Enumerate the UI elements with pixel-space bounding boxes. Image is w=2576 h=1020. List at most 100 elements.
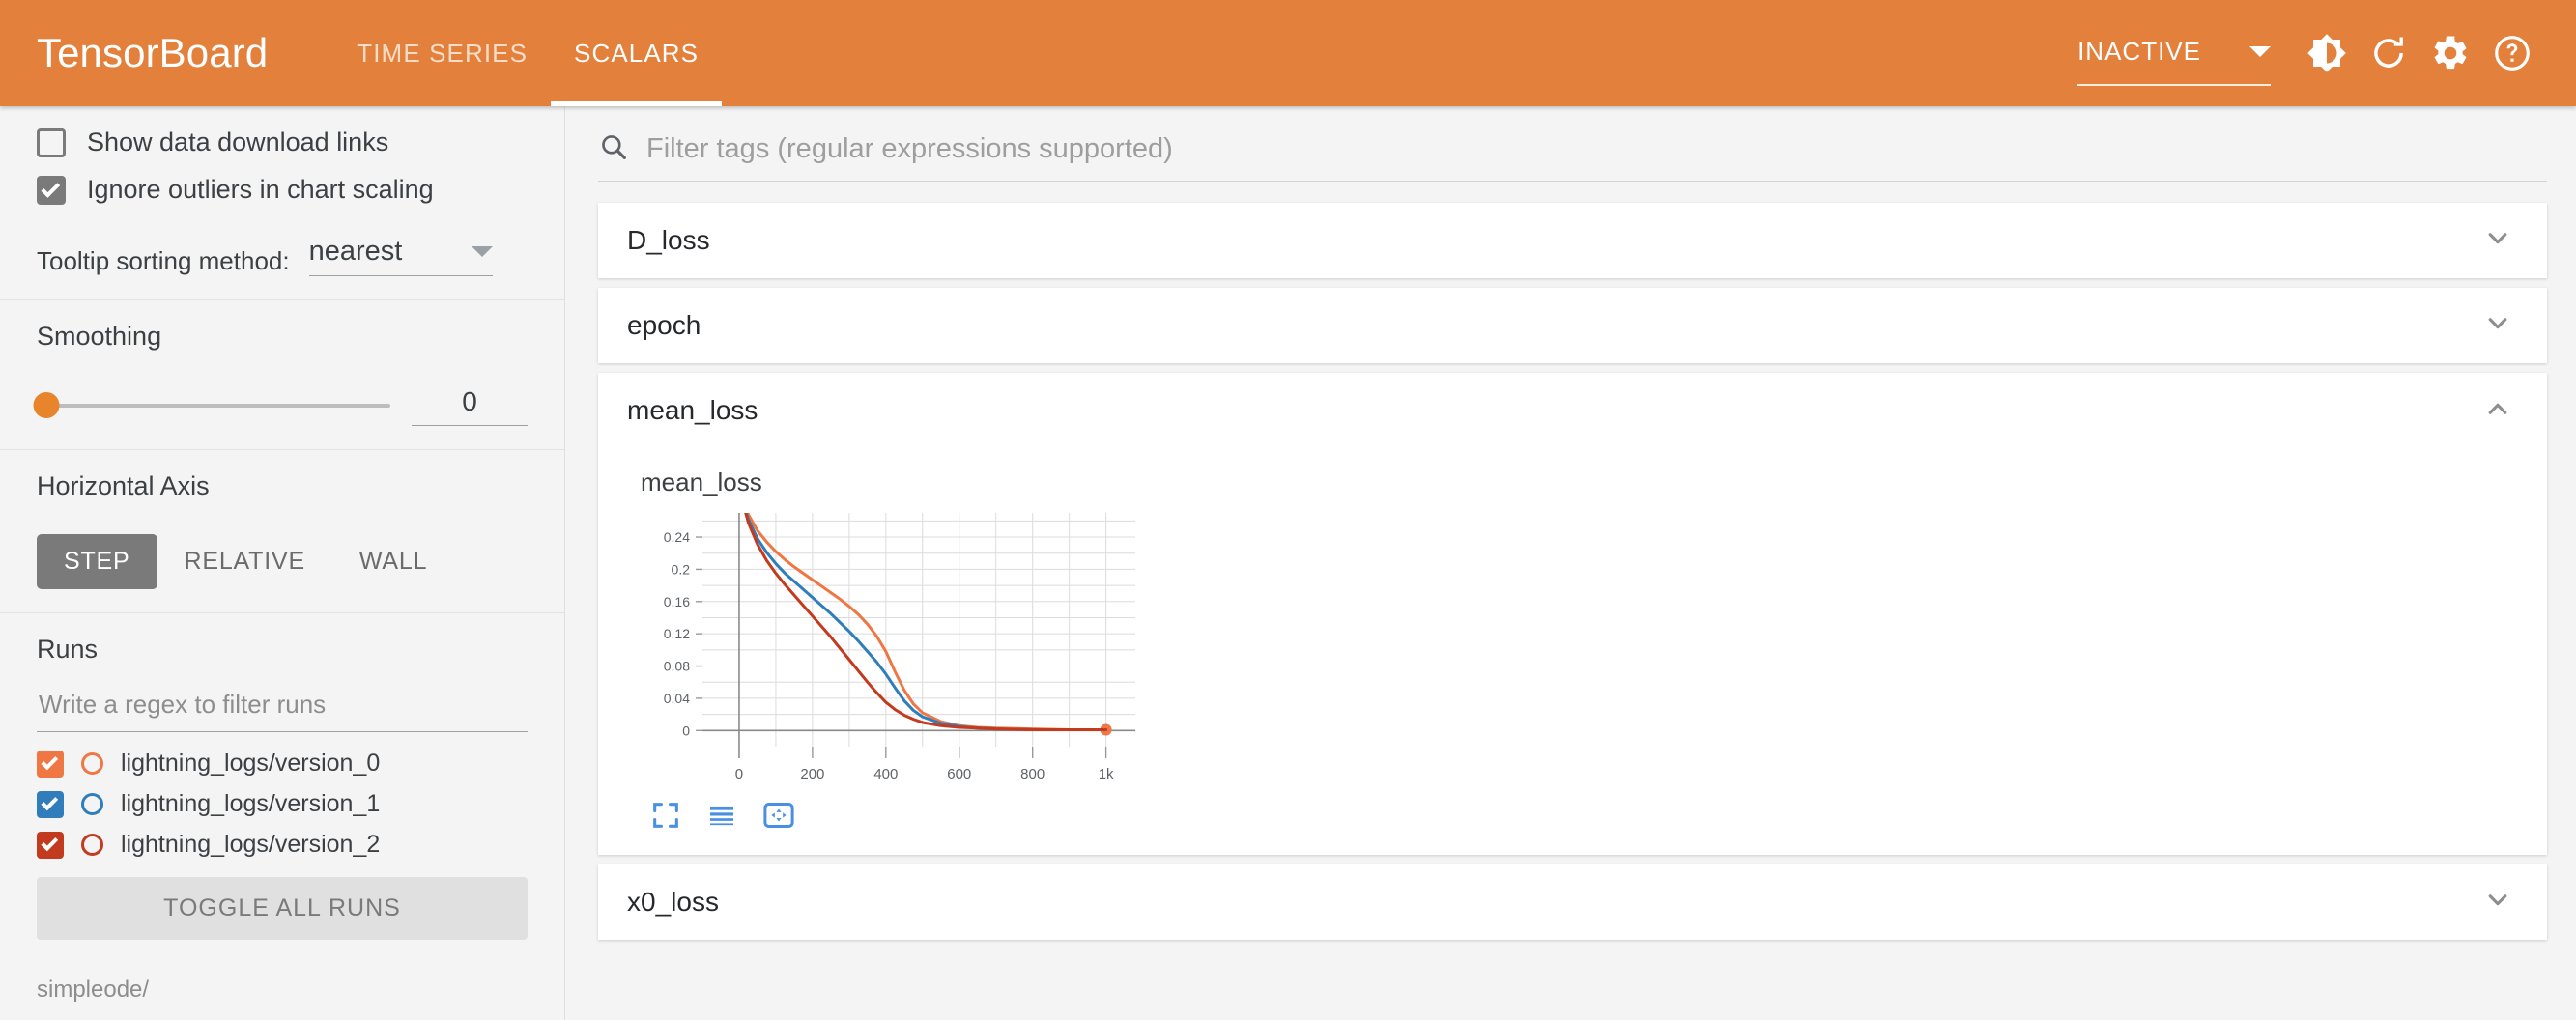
smoothing-value-input[interactable] bbox=[412, 384, 528, 426]
card-title-x0-loss: x0_loss bbox=[627, 887, 719, 917]
smoothing-title: Smoothing bbox=[37, 322, 162, 351]
slider-track bbox=[37, 403, 390, 408]
svg-text:1k: 1k bbox=[1099, 766, 1114, 782]
display-options-section: Show data download links Ignore outliers… bbox=[0, 106, 564, 299]
card-epoch: epoch bbox=[598, 288, 2547, 363]
pan-icon[interactable] bbox=[762, 799, 795, 832]
card-title-d-loss: D_loss bbox=[627, 225, 710, 255]
sidebar-footer-path: simpleode/ bbox=[37, 977, 150, 1003]
run-checkbox-version-2[interactable] bbox=[37, 831, 64, 859]
page-body: Show data download links Ignore outliers… bbox=[0, 106, 2576, 1020]
run-checkbox-version-0[interactable] bbox=[37, 750, 64, 778]
gear-icon[interactable] bbox=[2419, 22, 2481, 84]
app-brand: TensorBoard bbox=[37, 30, 269, 75]
smoothing-slider[interactable] bbox=[33, 391, 390, 420]
svg-text:0.12: 0.12 bbox=[664, 626, 690, 641]
runs-filter-input[interactable] bbox=[37, 686, 528, 732]
svg-text:0.04: 0.04 bbox=[664, 691, 690, 706]
show-download-links-label: Show data download links bbox=[87, 128, 389, 156]
fullscreen-icon[interactable] bbox=[650, 800, 681, 831]
select-underline bbox=[2077, 83, 2271, 86]
card-header-mean-loss[interactable]: mean_loss bbox=[598, 373, 2547, 448]
chevron-down-icon bbox=[2249, 45, 2271, 57]
card-x0-loss: x0_loss bbox=[598, 864, 2547, 940]
chevron-down-icon[interactable] bbox=[2481, 222, 2514, 260]
chevron-down-icon[interactable] bbox=[2481, 307, 2514, 345]
run-item-version-1[interactable]: lightning_logs/version_1 bbox=[37, 790, 528, 818]
svg-text:600: 600 bbox=[947, 766, 971, 782]
axis-option-wall[interactable]: WALL bbox=[332, 534, 454, 589]
refresh-icon[interactable] bbox=[2358, 22, 2419, 84]
run-color-circle-version-0[interactable] bbox=[81, 752, 103, 775]
divider bbox=[0, 449, 564, 450]
data-lines-icon[interactable] bbox=[706, 800, 737, 831]
divider bbox=[0, 612, 564, 613]
search-input[interactable] bbox=[644, 132, 2547, 166]
tag-card-list: D_loss epoch bbox=[598, 203, 2547, 949]
tab-time-series-label: TIME SERIES bbox=[357, 38, 529, 68]
card-header-x0-loss[interactable]: x0_loss bbox=[598, 864, 2547, 940]
help-icon[interactable] bbox=[2481, 22, 2543, 84]
horizontal-axis-toggle-group: STEP RELATIVE WALL bbox=[37, 534, 528, 589]
tooltip-sorting-value: nearest bbox=[308, 236, 403, 267]
card-header-epoch[interactable]: epoch bbox=[598, 288, 2547, 363]
main-content: D_loss epoch bbox=[565, 106, 2576, 1020]
ignore-outliers-checkbox[interactable] bbox=[37, 175, 66, 205]
chevron-down-icon bbox=[471, 246, 493, 257]
axis-option-step[interactable]: STEP bbox=[37, 534, 157, 589]
run-label-version-0: lightning_logs/version_0 bbox=[121, 750, 381, 777]
horizontal-axis-title: Horizontal Axis bbox=[37, 471, 210, 500]
chart-control-bar bbox=[650, 799, 2518, 832]
card-header-d-loss[interactable]: D_loss bbox=[598, 203, 2547, 278]
tab-scalars-label: SCALARS bbox=[574, 38, 700, 68]
tooltip-sorting-select[interactable]: nearest bbox=[308, 236, 493, 276]
card-title-epoch: epoch bbox=[627, 310, 701, 340]
chevron-up-icon[interactable] bbox=[2481, 392, 2514, 430]
card-title-mean-loss: mean_loss bbox=[627, 395, 758, 425]
smoothing-row bbox=[33, 384, 528, 426]
card-body-mean-loss: mean_loss 0 0.04 0.08 0.12 0.16 0.2 0.24 0 200 40… bbox=[598, 448, 2547, 855]
tab-scalars[interactable]: SCALARS bbox=[551, 0, 723, 106]
mean-loss-line-chart[interactable]: 0 0.04 0.08 0.12 0.16 0.2 0.24 0 200 400 600 800 1k bbox=[627, 503, 1149, 793]
svg-text:0.16: 0.16 bbox=[664, 594, 690, 609]
chart-area[interactable]: 0 0.04 0.08 0.12 0.16 0.2 0.24 0 200 400 600 800 1k bbox=[627, 503, 1149, 793]
top-bar-actions: INACTIVE bbox=[2074, 22, 2543, 86]
settings-sidebar: Show data download links Ignore outliers… bbox=[0, 106, 565, 1020]
svg-text:0.24: 0.24 bbox=[664, 529, 690, 545]
axis-option-wall-label: WALL bbox=[358, 548, 428, 575]
svg-text:0.2: 0.2 bbox=[672, 561, 691, 577]
svg-text:800: 800 bbox=[1020, 766, 1045, 782]
ignore-outliers-row[interactable]: Ignore outliers in chart scaling bbox=[37, 175, 528, 205]
run-color-circle-version-1[interactable] bbox=[81, 793, 103, 815]
show-download-links-row[interactable]: Show data download links bbox=[37, 128, 528, 157]
brightness-icon[interactable] bbox=[2296, 22, 2358, 84]
svg-text:400: 400 bbox=[873, 766, 898, 782]
ignore-outliers-label: Ignore outliers in chart scaling bbox=[87, 175, 434, 204]
svg-text:0: 0 bbox=[735, 766, 743, 782]
horizontal-axis-section: Horizontal Axis STEP RELATIVE WALL bbox=[0, 450, 564, 612]
axis-option-relative[interactable]: RELATIVE bbox=[157, 534, 332, 589]
tab-time-series[interactable]: TIME SERIES bbox=[333, 0, 551, 106]
run-item-version-2[interactable]: lightning_logs/version_2 bbox=[37, 831, 528, 859]
nav-tabs: TIME SERIES SCALARS bbox=[333, 0, 723, 106]
runs-section: Runs lightning_logs/version_0 lightning_… bbox=[0, 613, 564, 963]
reload-status-select[interactable]: INACTIVE bbox=[2074, 36, 2275, 86]
axis-option-relative-label: RELATIVE bbox=[184, 548, 305, 575]
run-label-version-1: lightning_logs/version_1 bbox=[121, 790, 381, 817]
slider-thumb[interactable] bbox=[33, 392, 60, 418]
show-download-links-checkbox[interactable] bbox=[37, 128, 66, 157]
search-icon bbox=[598, 131, 644, 167]
svg-text:0.08: 0.08 bbox=[664, 659, 690, 674]
reload-status-label: INACTIVE bbox=[2077, 36, 2201, 66]
tooltip-sorting-label: Tooltip sorting method: bbox=[37, 246, 290, 275]
tag-filter-bar bbox=[598, 131, 2547, 182]
svg-text:0: 0 bbox=[682, 722, 690, 738]
runs-title: Runs bbox=[37, 635, 99, 664]
run-color-circle-version-2[interactable] bbox=[81, 834, 103, 856]
run-item-version-0[interactable]: lightning_logs/version_0 bbox=[37, 750, 528, 778]
run-checkbox-version-1[interactable] bbox=[37, 790, 64, 818]
tooltip-sorting-row: Tooltip sorting method: nearest bbox=[37, 222, 528, 276]
chevron-down-icon[interactable] bbox=[2481, 884, 2514, 921]
run-label-version-2: lightning_logs/version_2 bbox=[121, 831, 381, 858]
toggle-all-runs-button[interactable]: TOGGLE ALL RUNS bbox=[37, 877, 528, 940]
